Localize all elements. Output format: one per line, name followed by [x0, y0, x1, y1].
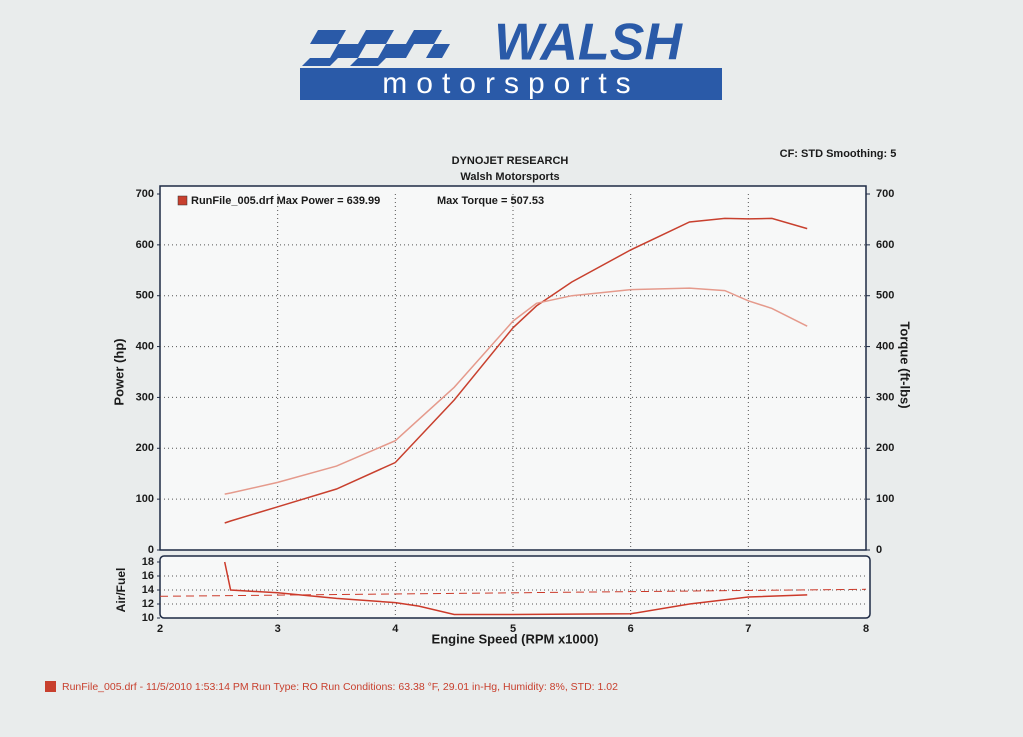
y2-tick-label: 400 — [876, 340, 894, 352]
legend-swatch — [177, 195, 188, 206]
x-tick-label: 6 — [628, 623, 634, 635]
y-tick-label: 16 — [142, 570, 154, 582]
footer-swatch — [45, 681, 56, 692]
y-tick-label: 18 — [142, 556, 154, 568]
logo-brand: WALSH — [494, 14, 683, 72]
y-tick-label: 10 — [142, 612, 154, 624]
afr-axis-title: Air/Fuel — [114, 568, 128, 613]
chart-subtitle: Walsh Motorsports — [460, 171, 559, 183]
y-tick-label: 12 — [142, 598, 154, 610]
y2-tick-label: 300 — [876, 391, 894, 403]
y2-tick-label: 500 — [876, 290, 894, 302]
main-plot-frame — [159, 185, 867, 551]
series-line — [224, 217, 808, 524]
reference-line — [159, 588, 867, 597]
logo-sub: motorsports — [382, 67, 639, 100]
x-tick-label: 3 — [275, 623, 281, 635]
y2-tick-label: 100 — [876, 493, 894, 505]
y-axis-title: Power (hp) — [111, 338, 126, 405]
y-tick-label: 500 — [136, 290, 154, 302]
logo-band — [300, 68, 722, 100]
x-tick-label: 2 — [157, 623, 163, 635]
checkered-flag — [302, 30, 450, 66]
y-tick-label: 600 — [136, 239, 154, 251]
y2-tick-label: 0 — [876, 544, 882, 556]
y2-tick-label: 200 — [876, 442, 894, 454]
y2-tick-label: 600 — [876, 239, 894, 251]
y-tick-label: 14 — [142, 584, 155, 596]
y-tick-label: 300 — [136, 391, 154, 403]
afr-plot-frame — [159, 555, 871, 619]
y-tick-label: 400 — [136, 340, 154, 352]
y-tick-label: 700 — [136, 188, 154, 200]
afr-line — [223, 561, 808, 616]
x-axis-title: Engine Speed (RPM x1000) — [432, 631, 599, 646]
footer: RunFile_005.drf - 11/5/2010 1:53:14 PM R… — [62, 681, 618, 693]
legend-label: RunFile_005.drf Max Power = 639.99 — [191, 195, 380, 207]
x-tick-label: 4 — [392, 623, 399, 635]
series-line — [224, 287, 808, 495]
y2-tick-label: 700 — [876, 188, 894, 200]
x-tick-label: 8 — [863, 623, 869, 635]
x-tick-label: 7 — [745, 623, 751, 635]
annotation: CF: STD Smoothing: 5 — [780, 148, 897, 160]
chart-title: DYNOJET RESEARCH — [452, 155, 569, 167]
y-tick-label: 100 — [136, 493, 154, 505]
y-tick-label: 0 — [148, 544, 154, 556]
y2-axis-title: Torque (ft-lbs) — [898, 321, 913, 408]
legend-label: Max Torque = 507.53 — [437, 195, 544, 207]
y-tick-label: 200 — [136, 442, 154, 454]
x-tick-label: 5 — [510, 623, 516, 635]
